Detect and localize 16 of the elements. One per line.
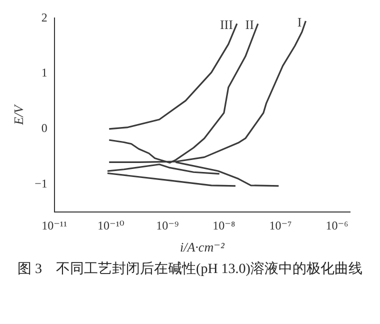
- y-tick-label: 2: [41, 10, 48, 24]
- y-tick-label: 1: [41, 66, 48, 80]
- x-tick-label: 10⁻⁷: [269, 218, 292, 232]
- series-label: I: [297, 14, 302, 30]
- x-tick-label: 10⁻¹⁰: [98, 218, 124, 232]
- caption: 图 3 不同工艺封闭后在碱性(pH 13.0)溶液中的极化曲线: [16, 260, 364, 279]
- y-axis-title: E/V: [11, 103, 26, 126]
- series-label: III: [220, 17, 233, 32]
- series-label: II: [245, 17, 254, 32]
- x-tick-label: 10⁻⁶: [326, 218, 348, 232]
- x-tick-label: 10⁻⁸: [212, 218, 236, 232]
- y-tick-label: −1: [34, 176, 48, 190]
- x-axis-title: i/A·cm⁻²: [180, 240, 226, 255]
- x-tick-label: 10⁻¹¹: [42, 218, 68, 232]
- x-tick-label: 10⁻⁹: [156, 218, 179, 232]
- y-tick-label: 0: [41, 121, 48, 136]
